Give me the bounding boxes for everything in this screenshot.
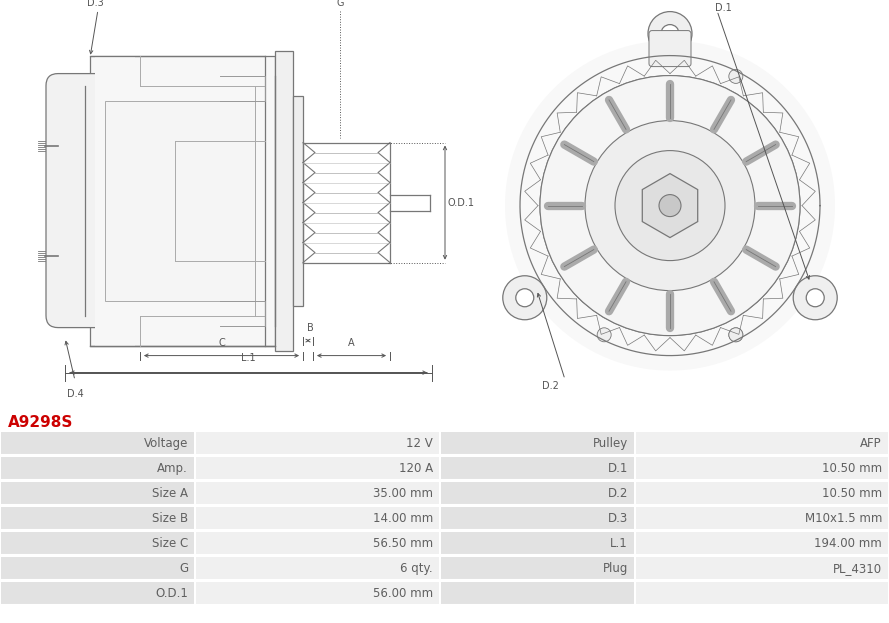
Text: Plug: Plug bbox=[603, 562, 628, 575]
Text: PL_4310: PL_4310 bbox=[833, 562, 882, 575]
Circle shape bbox=[597, 328, 611, 342]
FancyBboxPatch shape bbox=[46, 74, 120, 328]
Bar bbox=[636, 432, 888, 455]
Circle shape bbox=[659, 194, 681, 217]
Bar bbox=[636, 457, 888, 480]
Text: 10.50 mm: 10.50 mm bbox=[821, 487, 882, 500]
Text: A: A bbox=[348, 338, 355, 348]
Bar bbox=[196, 432, 439, 455]
Circle shape bbox=[729, 69, 743, 83]
Bar bbox=[196, 582, 439, 605]
Text: O.D.1: O.D.1 bbox=[447, 197, 474, 207]
Bar bbox=[196, 532, 439, 555]
Bar bbox=[636, 507, 888, 530]
Text: 56.50 mm: 56.50 mm bbox=[372, 537, 433, 550]
Text: 12 V: 12 V bbox=[406, 437, 433, 450]
Polygon shape bbox=[642, 174, 698, 237]
Circle shape bbox=[516, 288, 533, 307]
Bar bbox=[441, 432, 634, 455]
Bar bbox=[636, 557, 888, 580]
Bar bbox=[636, 582, 888, 605]
Text: Size C: Size C bbox=[152, 537, 188, 550]
Text: L.1: L.1 bbox=[610, 537, 628, 550]
Text: D.2: D.2 bbox=[607, 487, 628, 500]
Circle shape bbox=[648, 12, 692, 55]
Text: 56.00 mm: 56.00 mm bbox=[372, 587, 433, 600]
Circle shape bbox=[505, 40, 835, 371]
Text: AFP: AFP bbox=[861, 437, 882, 450]
Bar bbox=[1, 457, 194, 480]
Text: O.D.1: O.D.1 bbox=[155, 587, 188, 600]
Bar bbox=[441, 457, 634, 480]
FancyBboxPatch shape bbox=[649, 31, 691, 67]
Bar bbox=[196, 457, 439, 480]
Text: D.3: D.3 bbox=[608, 512, 628, 525]
Bar bbox=[1, 482, 194, 505]
Text: B: B bbox=[307, 323, 314, 333]
Text: D.4: D.4 bbox=[67, 389, 84, 399]
Bar bbox=[196, 507, 439, 530]
Text: Pulley: Pulley bbox=[593, 437, 628, 450]
Bar bbox=[105, 100, 255, 300]
Text: 14.00 mm: 14.00 mm bbox=[372, 512, 433, 525]
Text: G: G bbox=[179, 562, 188, 575]
Text: 194.00 mm: 194.00 mm bbox=[814, 537, 882, 550]
Text: Voltage: Voltage bbox=[144, 437, 188, 450]
Text: M10x1.5 mm: M10x1.5 mm bbox=[805, 512, 882, 525]
Bar bbox=[293, 95, 303, 306]
Text: Amp.: Amp. bbox=[157, 462, 188, 475]
Bar bbox=[275, 50, 293, 351]
Circle shape bbox=[585, 121, 755, 290]
Bar bbox=[636, 482, 888, 505]
Text: Size B: Size B bbox=[152, 512, 188, 525]
Circle shape bbox=[793, 276, 837, 320]
Bar bbox=[1, 557, 194, 580]
Circle shape bbox=[806, 288, 824, 307]
Bar bbox=[196, 482, 439, 505]
Bar bbox=[441, 532, 634, 555]
Bar bbox=[441, 507, 634, 530]
Circle shape bbox=[661, 24, 679, 42]
Text: A9298S: A9298S bbox=[8, 415, 74, 430]
Text: 120 A: 120 A bbox=[399, 462, 433, 475]
Text: G: G bbox=[336, 0, 344, 7]
Bar bbox=[441, 557, 634, 580]
Text: 10.50 mm: 10.50 mm bbox=[821, 462, 882, 475]
Text: C: C bbox=[218, 338, 225, 348]
Bar bbox=[1, 582, 194, 605]
Text: D.2: D.2 bbox=[541, 381, 558, 391]
Text: D.1: D.1 bbox=[607, 462, 628, 475]
Bar bbox=[95, 55, 135, 346]
Bar bbox=[196, 557, 439, 580]
Bar bbox=[1, 532, 194, 555]
Circle shape bbox=[615, 151, 725, 260]
Circle shape bbox=[540, 75, 800, 336]
Text: 35.00 mm: 35.00 mm bbox=[373, 487, 433, 500]
Circle shape bbox=[729, 328, 743, 342]
Bar bbox=[441, 582, 634, 605]
Text: 6 qty.: 6 qty. bbox=[400, 562, 433, 575]
Bar bbox=[636, 532, 888, 555]
Circle shape bbox=[729, 328, 743, 342]
Text: L.1: L.1 bbox=[241, 353, 256, 363]
Circle shape bbox=[503, 276, 547, 320]
Bar bbox=[1, 432, 194, 455]
Text: D.1: D.1 bbox=[715, 2, 732, 12]
Bar bbox=[441, 482, 634, 505]
Bar bbox=[1, 507, 194, 530]
Text: Size A: Size A bbox=[152, 487, 188, 500]
Bar bbox=[90, 55, 275, 346]
Text: D.3: D.3 bbox=[86, 0, 103, 7]
